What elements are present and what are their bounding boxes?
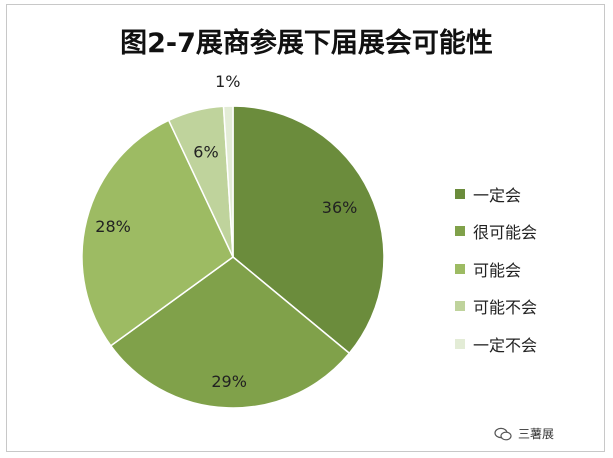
legend-swatch — [455, 263, 465, 274]
legend-label: 很可能会 — [473, 223, 538, 243]
legend-swatch — [455, 338, 465, 349]
legend-label: 一定不会 — [473, 335, 538, 355]
pie-slice-5 — [222, 105, 234, 258]
legend-label: 可能会 — [473, 260, 522, 280]
legend-swatch — [455, 188, 465, 199]
slice-data-label-3: 28% — [95, 217, 131, 236]
pie-slice-1 — [232, 105, 385, 355]
slice-data-label-2: 29% — [211, 372, 247, 391]
pie-chart: 36% 29% 28% 6% 1% — [81, 72, 385, 409]
legend-label: 可能不会 — [473, 298, 538, 318]
watermark-text: 三薯展 — [518, 427, 555, 441]
slice-data-label-5: 1% — [215, 72, 240, 91]
pie-slice-3 — [81, 119, 234, 347]
legend-item-3: 可能会 — [455, 250, 537, 288]
legend-item-5: 一定不会 — [455, 325, 537, 363]
slice-data-label-1: 36% — [322, 198, 358, 217]
chart-legend: 一定会很可能会可能会可能不会一定不会 — [455, 175, 537, 363]
wechat-icon — [494, 427, 512, 440]
watermark: 三薯展 — [494, 425, 554, 442]
legend-item-1: 一定会 — [455, 175, 537, 213]
slice-data-label-4: 6% — [193, 143, 218, 162]
legend-swatch — [455, 226, 465, 237]
pie-slice-2 — [109, 256, 351, 409]
legend-swatch — [455, 301, 465, 312]
legend-item-4: 可能不会 — [455, 288, 537, 326]
chart-frame: 图2-7展商参展下届展会可能性 36% 29% 28% 6% 1% 一定会很可能会可能会… — [6, 4, 605, 452]
legend-label: 一定会 — [473, 185, 522, 205]
chart-title: 图2-7展商参展下届展会可能性 — [120, 28, 493, 59]
legend-item-2: 很可能会 — [455, 213, 537, 251]
